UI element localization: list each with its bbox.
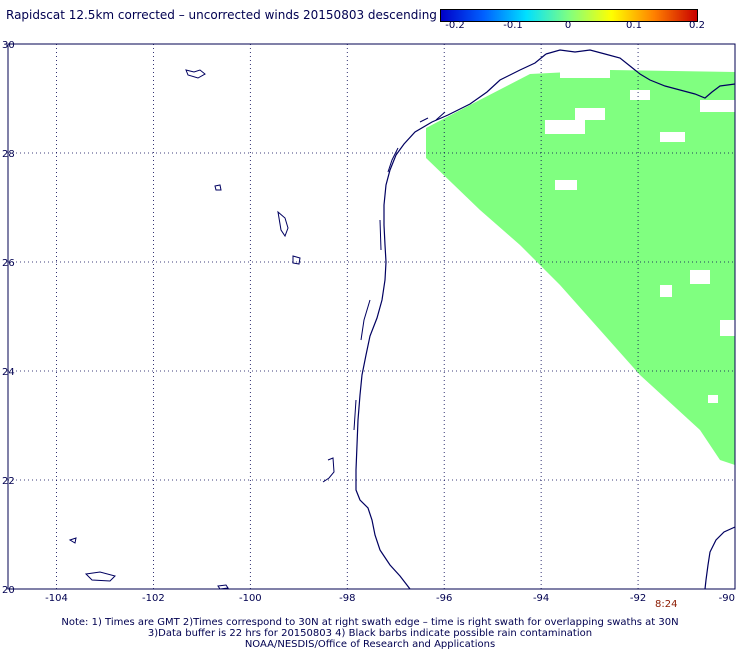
lon-tick-label: -96	[436, 593, 452, 604]
map-frame	[7, 43, 736, 590]
note-line-1: Note: 1) Times are GMT 2)Times correspon…	[61, 617, 679, 628]
swath-gap	[708, 395, 718, 403]
lake	[322, 457, 335, 483]
swath-gap	[630, 90, 650, 100]
lon-tick-label: -104	[45, 593, 68, 604]
lon-tick-label: -90	[719, 593, 735, 604]
swath-gap	[545, 120, 585, 134]
lon-tick-label: -100	[239, 593, 262, 604]
swath-gap	[555, 180, 577, 190]
lake	[292, 255, 301, 265]
colorbar-label-pos01: 0.1	[626, 20, 642, 31]
colorbar-label-pos02: 0.2	[689, 20, 705, 31]
lon-tick-label: -102	[142, 593, 165, 604]
note-line-2: 3)Data buffer is 22 hrs for 20150803 4) …	[147, 628, 593, 639]
colorbar-label-neg01: -0.1	[503, 20, 523, 31]
lat-tick-label: 20	[2, 585, 15, 596]
lon-tick-label: -98	[339, 593, 355, 604]
swath-gap	[660, 285, 672, 297]
swath-gap	[720, 320, 735, 336]
lake	[214, 184, 222, 191]
swath-gap	[690, 270, 710, 284]
map-title: Rapidscat 12.5km corrected – uncorrected…	[6, 8, 437, 22]
colorbar	[440, 9, 698, 22]
colorbar-label-zero: 0	[564, 20, 572, 31]
swath-layer	[426, 70, 735, 465]
lake	[277, 210, 289, 238]
swath-gap	[560, 70, 610, 78]
swath-area	[426, 70, 735, 465]
time-label: 8:24	[655, 599, 678, 610]
coastline-louisiana	[545, 49, 736, 99]
lake	[217, 584, 229, 590]
lake	[68, 537, 77, 544]
coastline-yucatan	[704, 526, 736, 590]
barrier-islands	[353, 111, 446, 431]
lon-tick-label: -92	[630, 593, 646, 604]
lon-tick-label: -94	[533, 593, 549, 604]
coastline	[355, 53, 547, 590]
colorbar-label-neg02: -0.2	[445, 20, 465, 31]
note-line-3: NOAA/NESDIS/Office of Research and Appli…	[244, 639, 496, 650]
lake	[185, 69, 206, 79]
swath-gap	[660, 132, 685, 142]
swath-gap	[575, 108, 605, 120]
lake	[84, 571, 116, 582]
swath-gap	[700, 100, 735, 112]
